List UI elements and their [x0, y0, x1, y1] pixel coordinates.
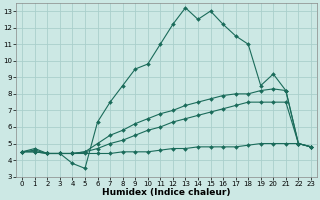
- X-axis label: Humidex (Indice chaleur): Humidex (Indice chaleur): [102, 188, 231, 197]
